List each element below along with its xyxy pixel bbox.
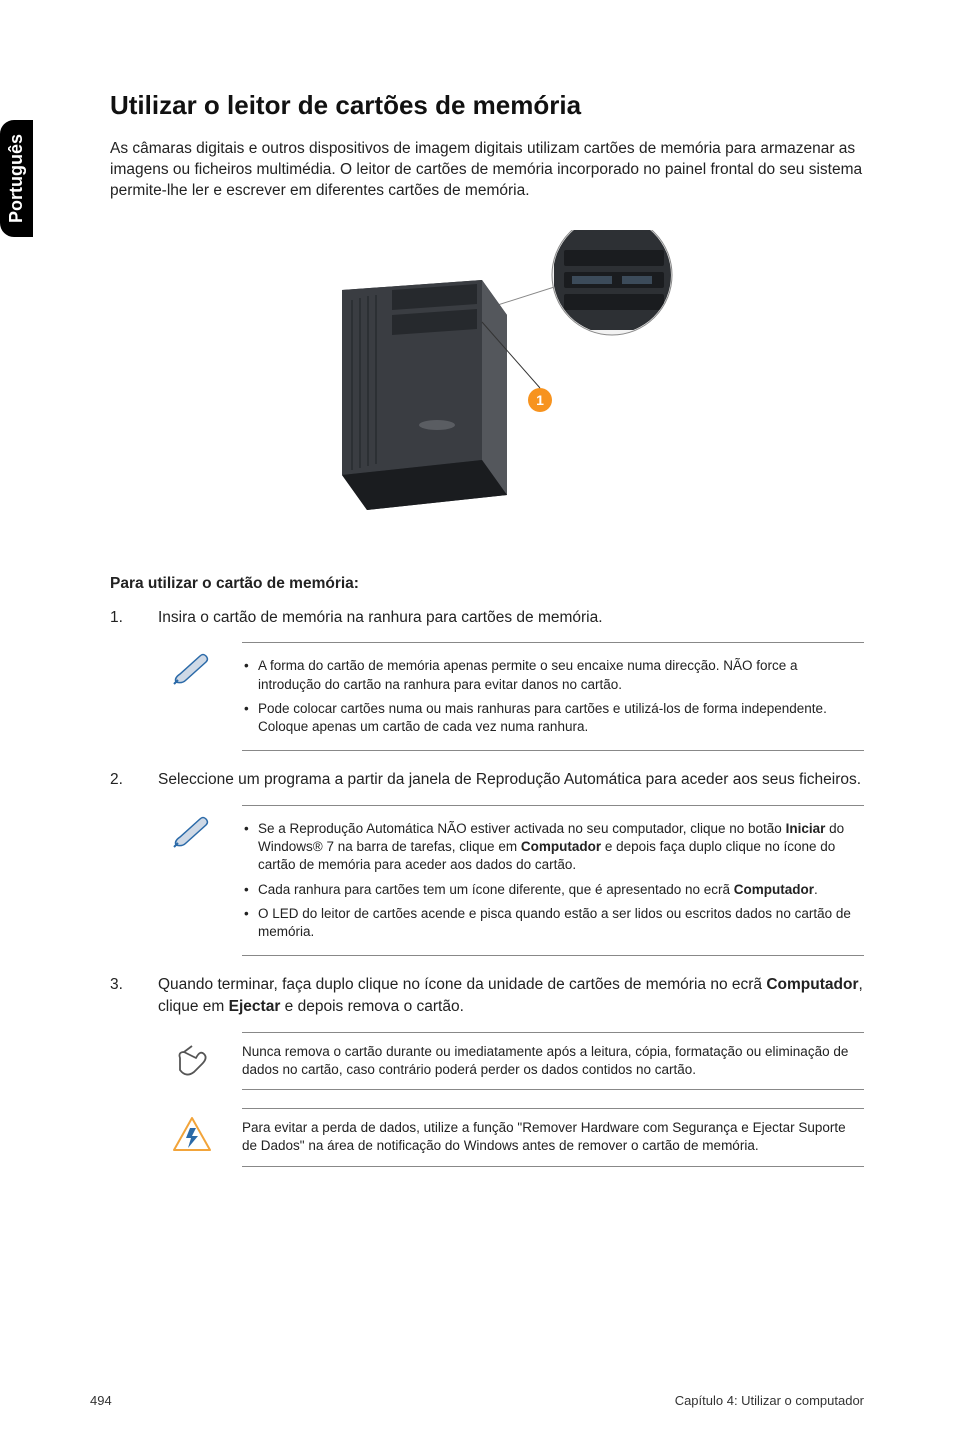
note2-item-3: O LED do leitor de cartões acende e pisc… [242, 905, 864, 941]
hand-icon [170, 1032, 214, 1090]
note3-text: Nunca remova o cartão durante ou imediat… [242, 1032, 864, 1090]
language-tab: Português [0, 120, 33, 237]
step-text: Insira o cartão de memória na ranhura pa… [158, 607, 603, 629]
pen-icon [170, 805, 214, 956]
pc-illustration: 1 [272, 230, 702, 530]
product-figure: 1 [110, 230, 864, 535]
step-1: 1. Insira o cartão de memória na ranhura… [110, 607, 864, 629]
callout-number: 1 [536, 392, 544, 408]
note1-item-1: A forma do cartão de memória apenas perm… [242, 657, 864, 693]
step-number: 3. [110, 974, 128, 1017]
pen-icon [170, 642, 214, 751]
step-3: 3. Quando terminar, faça duplo clique no… [110, 974, 864, 1017]
page-footer: 494 Capítulo 4: Utilizar o computador [90, 1393, 864, 1408]
step-text: Quando terminar, faça duplo clique no íc… [158, 974, 864, 1017]
procedure-heading: Para utilizar o cartão de memória: [110, 575, 864, 593]
page-content: Utilizar o leitor de cartões de memória … [0, 0, 954, 1225]
warning-icon [170, 1108, 214, 1166]
page-number: 494 [90, 1393, 112, 1408]
note2-item-2: Cada ranhura para cartões tem um ícone d… [242, 881, 864, 899]
note4-text: Para evitar a perda de dados, utilize a … [242, 1108, 864, 1166]
note-block-3: Nunca remova o cartão durante ou imediat… [170, 1032, 864, 1090]
step-2: 2. Seleccione um programa a partir da ja… [110, 769, 864, 791]
note-block-1: A forma do cartão de memória apenas perm… [170, 642, 864, 751]
step-number: 1. [110, 607, 128, 629]
note1-item-2: Pode colocar cartões numa ou mais ranhur… [242, 700, 864, 736]
note2-item-1: Se a Reprodução Automática NÃO estiver a… [242, 820, 864, 875]
note-block-4: Para evitar a perda de dados, utilize a … [170, 1108, 864, 1166]
step-text: Seleccione um programa a partir da janel… [158, 769, 861, 791]
step-number: 2. [110, 769, 128, 791]
chapter-label: Capítulo 4: Utilizar o computador [675, 1393, 864, 1408]
page-title: Utilizar o leitor de cartões de memória [110, 90, 864, 121]
note-block-2: Se a Reprodução Automática NÃO estiver a… [170, 805, 864, 956]
intro-paragraph: As câmaras digitais e outros dispositivo… [110, 139, 864, 202]
